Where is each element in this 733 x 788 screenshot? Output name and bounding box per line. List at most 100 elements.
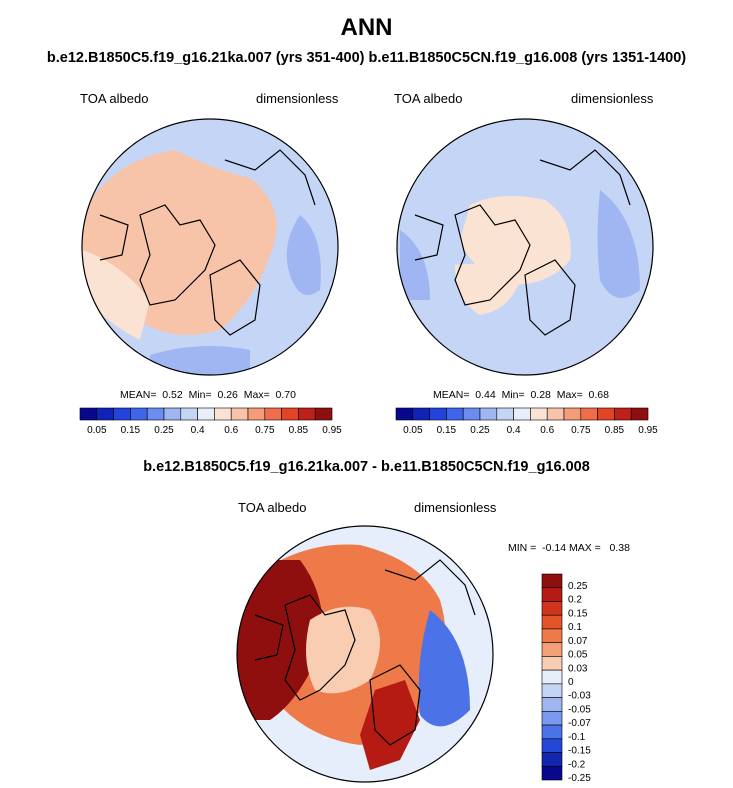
- panel3-colorbar-tick: 0.03: [568, 663, 588, 674]
- panel3-colorbar-box: [541, 573, 563, 589]
- panel1-colorbar-box: [113, 407, 131, 421]
- panel2-polar-map: [397, 119, 653, 375]
- panel2-units-label: dimensionless: [571, 91, 654, 106]
- panel1-colorbar-tick: 0.05: [87, 425, 107, 436]
- panel2-land-region: [455, 264, 520, 315]
- panel3-coastline-canada: [254, 614, 284, 661]
- panel3-colorbar-box: [541, 683, 563, 698]
- panel2-coastline-europe: [524, 259, 576, 336]
- panel3-map-border: [236, 525, 494, 783]
- panel1-colorbar-box: [264, 407, 282, 421]
- panel3-strong-increase-europe: [360, 680, 420, 770]
- panel3-stats: MIN = -0.14 MAX = 0.38: [508, 542, 630, 554]
- panel3-colorbar-tick: 0.07: [568, 636, 588, 647]
- panel3-central-arctic: [306, 606, 380, 694]
- panel3-variable-label: TOA albedo: [238, 500, 307, 515]
- panel1-colorbar-box: [214, 407, 232, 421]
- panel2-colorbar-tick: 0.85: [605, 425, 625, 436]
- panel1-map-border: [81, 118, 339, 376]
- panel1-colorbar-tick: 0.85: [289, 425, 309, 436]
- panel3-decrease-east: [418, 610, 470, 727]
- panel1-coastline-canada: [99, 214, 129, 261]
- panel3-coastline-europe: [369, 664, 421, 746]
- panel2-colorbar-box: [580, 407, 598, 421]
- panel1-colorbar-tick: 0.95: [322, 425, 342, 436]
- panel3-colorbar-tick: -0.15: [568, 746, 591, 757]
- panel3-colorbar-tick: -0.25: [568, 773, 591, 784]
- panel1-low-albedo-region: [286, 215, 321, 295]
- panel3-colorbar-box: [541, 656, 563, 671]
- panel3-colorbar-box: [541, 738, 563, 753]
- panel2-colorbar-box: [614, 407, 632, 421]
- panel2-colorbar-tick: 0.75: [571, 425, 591, 436]
- panel1-variable-label: TOA albedo: [80, 91, 149, 106]
- panel2-stats: MEAN= 0.44 Min= 0.28 Max= 0.68: [433, 389, 609, 401]
- panel2-colorbar-box: [597, 407, 615, 421]
- panel3-colorbar: 0.25 0.2 0.15 0.1 0.07 0.05 0.03 0 -0.03 -0.05 -0.…: [541, 573, 591, 784]
- panel3-units-label: dimensionless: [414, 500, 497, 515]
- panel2-colorbar-box: [395, 407, 414, 421]
- panel2-colorbar-tick: 0.15: [437, 425, 457, 436]
- panel1-colorbar-box: [230, 407, 249, 421]
- panel3-colorbar-tick: -0.2: [568, 759, 586, 770]
- panel2-central-arctic: [460, 196, 571, 285]
- panel3-colorbar-box: [541, 601, 563, 616]
- panel3-colorbar-box: [541, 752, 563, 767]
- panel1-colorbar-tick: 0.4: [191, 425, 205, 436]
- main-title: ANN: [340, 14, 393, 41]
- panel3-polar-map: [237, 526, 493, 782]
- panel2-colorbar-box: [530, 407, 548, 421]
- panel1-colorbar: 0.05 0.15 0.25 0.4 0.6 0.75 0.85 0.95: [79, 407, 342, 436]
- panel1-colorbar-box: [79, 407, 98, 421]
- panel3-colorbar-tick: 0.05: [568, 650, 588, 661]
- panel1-colorbar-box: [197, 407, 215, 421]
- panel3-colorbar-box: [541, 724, 563, 740]
- panel1-colorbar-box: [163, 407, 182, 421]
- panel1-colorbar-tick: 0.25: [154, 425, 174, 436]
- panel2-colorbar-box: [563, 407, 582, 421]
- panel2-colorbar-tick: 0.6: [540, 425, 554, 436]
- panel3-colorbar-tick: -0.03: [568, 691, 591, 702]
- panel2-colorbar-tick: 0.95: [638, 425, 658, 436]
- panel2-colorbar-box: [429, 407, 447, 421]
- panel1-colorbar-tick: 0.75: [255, 425, 275, 436]
- panel2-colorbar: 0.05 0.15 0.25 0.4 0.6 0.75 0.85 0.95: [395, 407, 658, 436]
- panel2-variable-label: TOA albedo: [394, 91, 463, 106]
- panel1-colorbar-box: [247, 407, 266, 421]
- panel2-map-border: [396, 118, 654, 376]
- difference-title: b.e12.B1850C5.f19_g16.21ka.007 - b.e11.B…: [143, 459, 590, 475]
- panel3-colorbar-tick: 0.2: [568, 595, 582, 606]
- panel3-coastline-siberia: [384, 559, 476, 616]
- panel3-strong-increase-west: [237, 560, 323, 720]
- panel1-colorbar-box: [146, 407, 165, 421]
- panel3-coastline-greenland: [284, 594, 356, 701]
- panel1-polar-map: [82, 119, 338, 375]
- panel3-colorbar-tick: 0: [568, 677, 574, 688]
- panel2-colorbar-tick: 0.25: [470, 425, 490, 436]
- panel1-land-region: [82, 250, 150, 340]
- panel1-colorbar-box: [314, 407, 333, 421]
- panel2-coastline-greenland: [454, 204, 531, 306]
- panel3-colorbar-box: [541, 669, 563, 685]
- panel1-stats: MEAN= 0.52 Min= 0.26 Max= 0.70: [120, 389, 296, 401]
- panel3-colorbar-tick: -0.07: [568, 718, 591, 729]
- panel2-colorbar-box: [513, 407, 531, 421]
- panel2-colorbar-box: [446, 407, 464, 421]
- panel2-coastline-siberia: [539, 149, 631, 206]
- panel3-colorbar-box: [541, 587, 563, 602]
- panel2-colorbar-tick: 0.4: [507, 425, 521, 436]
- panel3-colorbar-box: [541, 765, 563, 781]
- panel3-colorbar-box: [541, 628, 563, 643]
- panel1-colorbar-box: [96, 407, 114, 421]
- panel3-colorbar-box: [541, 697, 563, 712]
- panel3-colorbar-tick: 0.25: [568, 581, 588, 592]
- panel1-colorbar-tick: 0.6: [224, 425, 238, 436]
- panel1-colorbar-box: [281, 407, 299, 421]
- comparison-subtitle: b.e12.B1850C5.f19_g16.21ka.007 (yrs 351-…: [46, 50, 687, 66]
- panel3-colorbar-tick: -0.05: [568, 704, 591, 715]
- panel2-colorbar-tick: 0.05: [403, 425, 423, 436]
- panel2-colorbar-box: [630, 407, 649, 421]
- panel2-low-albedo-east: [597, 190, 640, 298]
- panel3-colorbar-box: [541, 614, 563, 630]
